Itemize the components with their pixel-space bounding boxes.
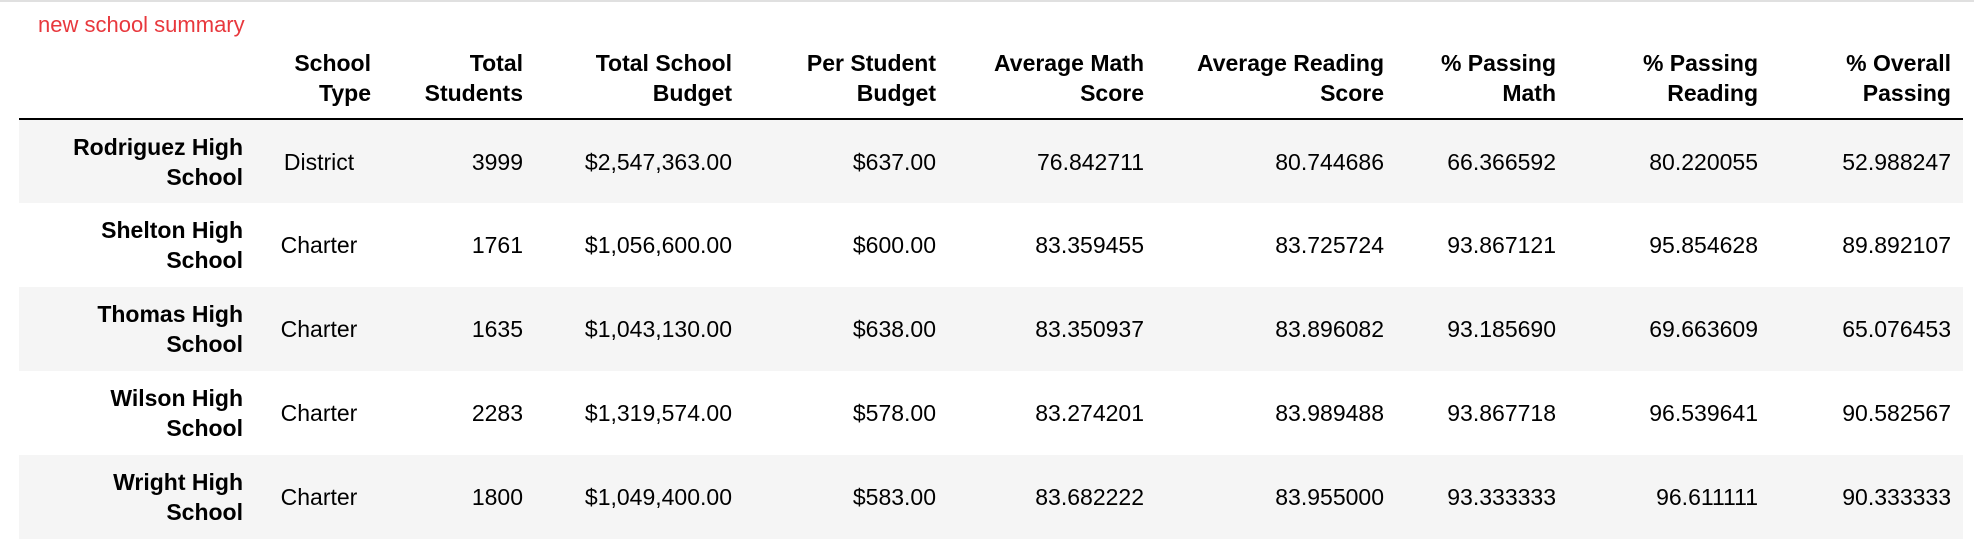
total-budget-cell: $2,547,363.00 (584, 148, 732, 175)
pass-reading-cell: 96.539641 (1649, 400, 1758, 426)
header-average-reading-score: Average Reading Score (1156, 46, 1396, 120)
overall-passing-cell: 52.988247 (1842, 148, 1951, 175)
table-row: Thomas High School Charter 1635 $1,043,1… (19, 287, 1963, 371)
overall-passing-cell: 90.333333 (1842, 484, 1951, 510)
total-students-cell: 1761 (471, 232, 523, 258)
per-student-budget-cell: $638.00 (852, 316, 936, 342)
school-name: Shelton High School (101, 217, 243, 273)
avg-reading-cell: 83.989488 (1275, 400, 1384, 426)
avg-math-cell: 83.274201 (1035, 400, 1144, 426)
total-students-cell: 1800 (471, 484, 523, 510)
total-budget-cell: $1,319,574.00 (584, 400, 732, 426)
school-type-cell: Charter (280, 316, 358, 342)
total-budget-cell: $1,043,130.00 (584, 316, 732, 342)
school-type-cell: Charter (280, 484, 358, 510)
top-divider (0, 0, 1974, 2)
header-passing-math: % Passing Math (1396, 46, 1568, 120)
per-student-budget-cell: $637.00 (852, 148, 936, 175)
pass-reading-cell: 95.854628 (1649, 232, 1758, 258)
per-student-budget-cell: $578.00 (852, 400, 936, 426)
school-name: Rodriguez High School (73, 133, 243, 190)
pass-reading-cell: 80.220055 (1649, 148, 1758, 175)
pass-reading-cell: 96.611111 (1656, 484, 1758, 510)
total-students-cell: 1635 (471, 316, 523, 342)
pass-reading-cell: 69.663609 (1649, 316, 1758, 342)
total-budget-cell: $1,049,400.00 (584, 484, 732, 510)
table-row: Wilson High School Charter 2283 $1,319,5… (19, 371, 1963, 455)
pass-math-cell: 93.867718 (1447, 400, 1556, 426)
overall-passing-cell: 65.076453 (1842, 316, 1951, 342)
avg-math-cell: 76.842711 (1036, 148, 1144, 175)
header-row: School Type Total Students Total School … (19, 46, 1963, 120)
overall-passing-cell: 90.582567 (1842, 400, 1951, 426)
avg-reading-cell: 83.955000 (1275, 484, 1384, 510)
table-caption: new school summary (38, 12, 245, 37)
school-summary-table: School Type Total Students Total School … (19, 46, 1963, 539)
table-header: School Type Total Students Total School … (19, 46, 1963, 120)
avg-reading-cell: 83.725724 (1275, 232, 1384, 258)
pass-math-cell: 66.366592 (1447, 148, 1556, 175)
pass-math-cell: 93.185690 (1447, 316, 1556, 342)
avg-math-cell: 83.350937 (1035, 316, 1144, 342)
school-name: Wilson High School (110, 385, 243, 441)
header-index (19, 46, 255, 120)
header-passing-reading: % Passing Reading (1568, 46, 1770, 120)
table-row: Rodriguez High School District 3999 $2,5… (19, 119, 1963, 203)
header-school-type: School Type (255, 46, 383, 120)
header-per-student-budget: Per Student Budget (744, 46, 948, 120)
header-average-math-score: Average Math Score (948, 46, 1156, 120)
school-name: Wright High School (113, 469, 243, 525)
pass-math-cell: 93.867121 (1447, 232, 1556, 258)
pass-math-cell: 93.333333 (1447, 484, 1556, 510)
avg-math-cell: 83.682222 (1035, 484, 1144, 510)
school-name: Thomas High School (97, 301, 243, 357)
avg-reading-cell: 80.744686 (1275, 148, 1384, 175)
avg-reading-cell: 83.896082 (1275, 316, 1384, 342)
table-row: Shelton High School Charter 1761 $1,056,… (19, 203, 1963, 287)
school-type-cell: Charter (280, 400, 358, 426)
school-type-cell: Charter (280, 232, 358, 258)
total-students-cell: 3999 (471, 148, 523, 175)
table-body: Rodriguez High School District 3999 $2,5… (19, 119, 1963, 539)
per-student-budget-cell: $583.00 (852, 484, 936, 510)
total-budget-cell: $1,056,600.00 (584, 232, 732, 258)
overall-passing-cell: 89.892107 (1842, 232, 1951, 258)
total-students-cell: 2283 (471, 400, 523, 426)
per-student-budget-cell: $600.00 (852, 232, 936, 258)
avg-math-cell: 83.359455 (1035, 232, 1144, 258)
school-type-cell: District (283, 148, 355, 175)
header-overall-passing: % Overall Passing (1770, 46, 1963, 120)
table-row: Wright High School Charter 1800 $1,049,4… (19, 455, 1963, 539)
header-total-students: Total Students (383, 46, 535, 120)
header-total-school-budget: Total School Budget (535, 46, 744, 120)
